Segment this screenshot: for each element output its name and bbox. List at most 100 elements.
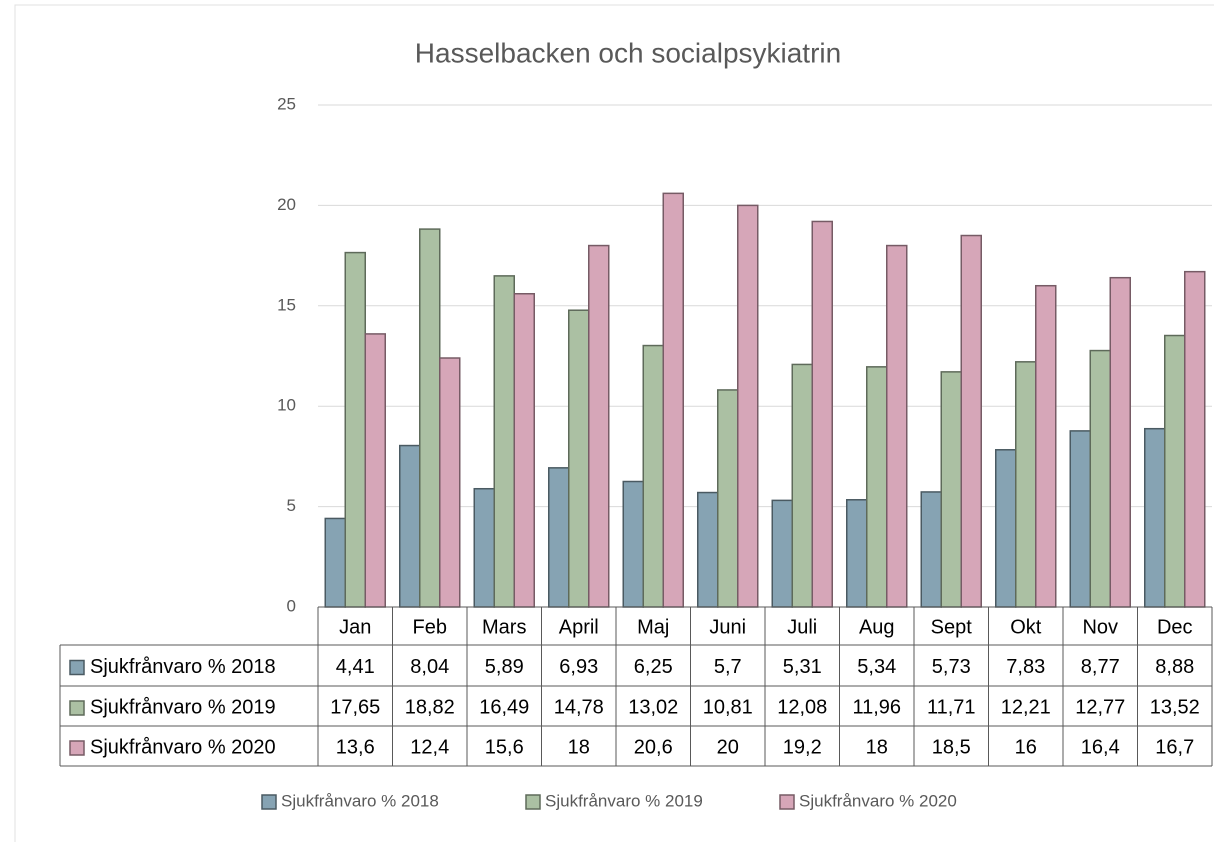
table-cell: 16 xyxy=(1015,736,1037,758)
table-cell: 16,49 xyxy=(479,696,529,718)
table-cell: 5,7 xyxy=(714,656,742,678)
bar xyxy=(866,366,888,608)
bar xyxy=(622,480,644,608)
chart-frame xyxy=(14,4,1214,842)
bar xyxy=(324,517,346,608)
bar xyxy=(662,192,684,608)
bar xyxy=(1035,284,1057,608)
bar xyxy=(493,275,515,608)
table-cell: 8,77 xyxy=(1081,656,1120,678)
bar xyxy=(439,357,461,608)
x-tick-label: Juni xyxy=(709,616,746,638)
table-row-header: Sjukfrånvaro % 2019 xyxy=(90,696,276,718)
table-cell: 6,93 xyxy=(559,656,598,678)
bar xyxy=(548,467,570,608)
bar xyxy=(717,389,739,608)
bar xyxy=(737,204,759,608)
chart-title: Hasselbacken och socialpsykiatrin xyxy=(415,37,841,68)
bar xyxy=(642,344,664,608)
bar xyxy=(399,444,421,608)
legend-label: Sjukfrånvaro % 2019 xyxy=(545,791,703,810)
bar xyxy=(473,487,495,608)
bar xyxy=(1089,349,1111,608)
x-tick-label: Dec xyxy=(1157,616,1193,638)
bar xyxy=(1184,270,1206,608)
y-tick-label: 25 xyxy=(277,94,296,113)
bar xyxy=(886,244,908,608)
bar xyxy=(811,220,833,608)
table-cell: 20,6 xyxy=(634,736,673,758)
x-tick-label: Feb xyxy=(413,616,447,638)
table-cell: 12,21 xyxy=(1001,696,1051,718)
y-tick-label: 20 xyxy=(277,195,296,214)
table-cell: 14,78 xyxy=(554,696,604,718)
y-tick-label: 15 xyxy=(277,295,296,314)
table-cell: 5,89 xyxy=(485,656,524,678)
bar xyxy=(697,491,719,608)
y-tick-label: 0 xyxy=(287,596,296,615)
table-cell: 11,71 xyxy=(927,696,976,718)
bar xyxy=(1144,427,1166,608)
table-cell: 18,82 xyxy=(405,696,455,718)
x-tick-label: Mars xyxy=(482,616,526,638)
bar xyxy=(588,244,610,608)
table-cell: 12,4 xyxy=(410,736,449,758)
table-row-header: Sjukfrånvaro % 2018 xyxy=(90,656,276,678)
table-cell: 6,25 xyxy=(634,656,673,678)
bar xyxy=(791,363,813,608)
table-cell: 20 xyxy=(717,736,739,758)
table-cell: 11,96 xyxy=(852,696,901,718)
bar xyxy=(513,293,535,608)
table-legend-key xyxy=(69,700,85,716)
y-tick-label: 5 xyxy=(287,496,296,515)
legend-label: Sjukfrånvaro % 2020 xyxy=(799,791,957,810)
bar xyxy=(771,499,793,608)
bar xyxy=(568,309,590,608)
x-tick-label: Juli xyxy=(787,616,817,638)
table-cell: 13,02 xyxy=(628,696,678,718)
table-row-header: Sjukfrånvaro % 2020 xyxy=(90,736,276,758)
table-legend-key xyxy=(69,659,85,676)
table-cell: 18 xyxy=(568,736,590,758)
table-cell: 15,6 xyxy=(485,736,524,758)
bar xyxy=(1164,334,1186,608)
bar xyxy=(920,491,942,608)
bar xyxy=(1069,430,1091,608)
legend-key xyxy=(525,794,541,810)
table-cell: 7,83 xyxy=(1006,656,1045,678)
table-cell: 16,4 xyxy=(1081,736,1120,758)
table-cell: 17,65 xyxy=(330,696,380,718)
x-tick-label: April xyxy=(559,616,599,638)
x-tick-label: Sept xyxy=(931,616,973,638)
bar xyxy=(940,371,962,608)
bar xyxy=(846,499,868,608)
x-tick-label: Nov xyxy=(1082,616,1118,638)
table-cell: 5,34 xyxy=(857,656,896,678)
table-cell: 8,04 xyxy=(410,656,449,678)
table-cell: 5,31 xyxy=(783,656,822,678)
legend-key xyxy=(261,794,277,810)
bar xyxy=(1109,276,1131,608)
table-cell: 12,77 xyxy=(1075,696,1125,718)
bar xyxy=(1015,361,1037,608)
legend-label: Sjukfrånvaro % 2018 xyxy=(281,791,439,810)
bar xyxy=(419,228,441,608)
bar xyxy=(364,333,386,608)
table-cell: 19,2 xyxy=(783,736,822,758)
x-tick-label: Okt xyxy=(1010,616,1042,638)
table-legend-key xyxy=(69,740,85,756)
table-cell: 12,08 xyxy=(777,696,827,718)
legend-key xyxy=(779,794,795,810)
y-tick-label: 10 xyxy=(277,396,296,415)
x-tick-label: Jan xyxy=(339,616,371,638)
table-cell: 13,52 xyxy=(1150,696,1200,718)
table-cell: 10,81 xyxy=(703,696,753,718)
table-cell: 13,6 xyxy=(336,736,375,758)
x-tick-label: Maj xyxy=(637,616,669,638)
table-cell: 5,73 xyxy=(932,656,971,678)
table-cell: 18 xyxy=(866,736,888,758)
table-cell: 18,5 xyxy=(932,736,971,758)
bar xyxy=(344,251,366,608)
table-cell: 4,41 xyxy=(336,656,375,678)
